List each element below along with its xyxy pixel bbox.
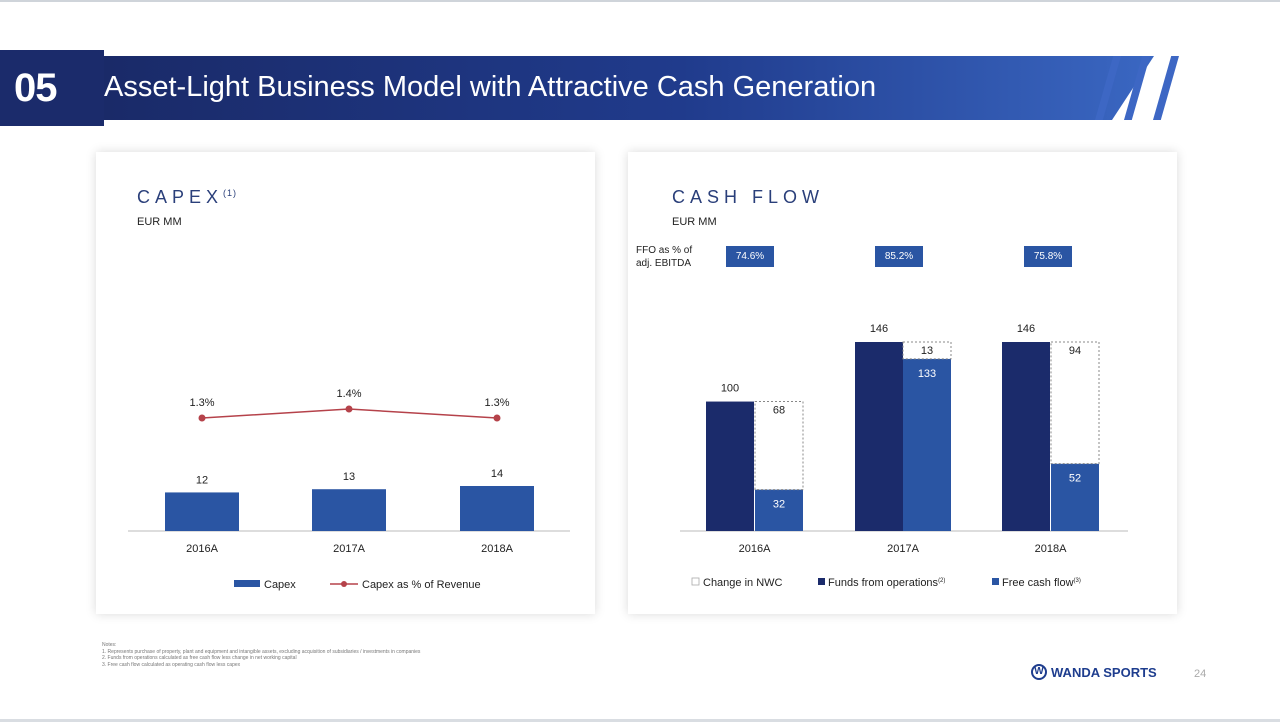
capex-title: CAPEX(1)	[137, 187, 238, 207]
ffo-ratio-2018: 75.8%	[1024, 246, 1072, 267]
slide-title: Asset-Light Business Model with Attracti…	[104, 71, 877, 103]
footnote-3: 3. Free cash flow calculated as operatin…	[102, 661, 241, 668]
ffo-ratio-2016: 74.6%	[726, 246, 774, 267]
page-number: 24	[1194, 668, 1207, 680]
wanda-sports-logo: W WANDA SPORTS	[1031, 664, 1157, 680]
logo-icon: W	[1031, 664, 1047, 680]
footnotes-heading: Notes:	[102, 642, 117, 648]
section-number-box	[0, 50, 104, 126]
bottom-rule	[0, 719, 1280, 722]
capex-panel	[96, 152, 595, 614]
cashflow-title: CASH FLOW	[672, 187, 825, 207]
ffo-ratio-2017: 85.2%	[875, 246, 923, 267]
capex-unit: EUR MM	[137, 216, 182, 228]
footnote-1: 1. Represents purchase of property, plan…	[102, 648, 421, 655]
ffo-ratio-label: FFO as % of adj. EBITDA	[636, 244, 692, 270]
decorative-stripe-3	[1153, 56, 1179, 120]
footnote-2: 2. Funds from operations calculated as f…	[102, 655, 297, 661]
cashflow-unit: EUR MM	[672, 216, 717, 228]
ffo-ratio-label-line2: adj. EBITDA	[636, 258, 692, 269]
logo-text: WANDA SPORTS	[1051, 664, 1157, 680]
ffo-ratio-label-line1: FFO as % of	[636, 245, 693, 256]
footnotes: Notes: 1. Represents purchase of propert…	[102, 642, 420, 668]
title-band	[104, 56, 1154, 120]
section-number: 05	[14, 66, 57, 110]
top-rule	[0, 0, 1280, 2]
